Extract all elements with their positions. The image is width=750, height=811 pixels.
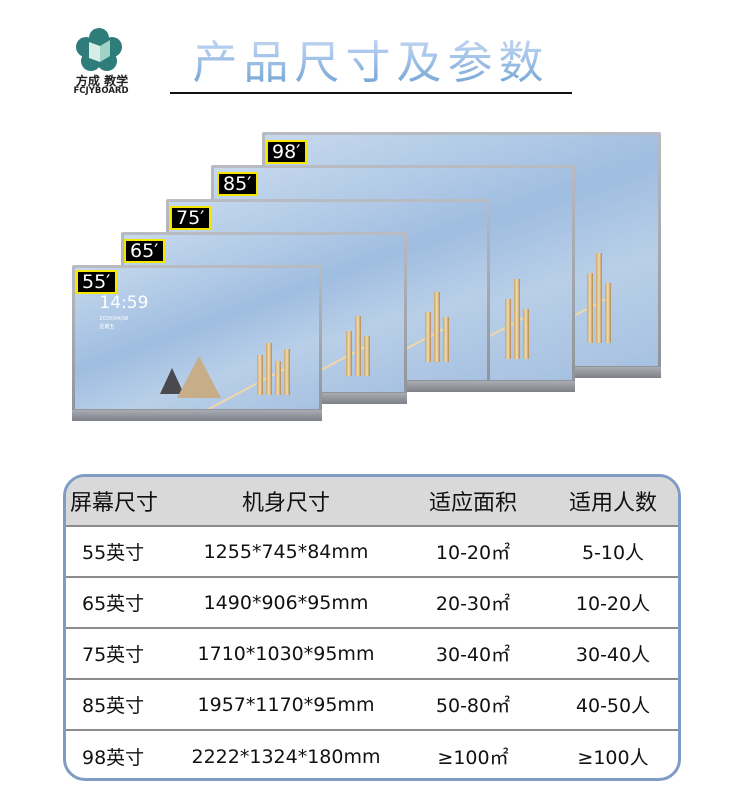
cell-area: 30-40㎡	[435, 644, 511, 666]
header-screen-size: 屏幕尺寸	[70, 491, 159, 516]
cell-screen-size: 75英寸	[82, 644, 145, 666]
cell-body-size: 2222*1324*180mm	[191, 745, 381, 768]
cell-body-size: 1957*1170*95mm	[197, 693, 375, 716]
size-label: 98′	[266, 140, 307, 164]
table-row: 55英寸 1255*745*84mm 10-20㎡ 5-10人	[66, 527, 678, 578]
cell-area: 10-20㎡	[435, 542, 511, 564]
screen-weekday: 星期五	[99, 323, 115, 330]
logo-name-cn: 方成 教学	[75, 74, 129, 88]
cell-screen-size: 98英寸	[82, 747, 145, 769]
cell-people: 5-10人	[581, 542, 645, 564]
cell-area: 50-80㎡	[435, 695, 511, 717]
page-title: 产品尺寸及参数	[170, 26, 572, 91]
spec-table: 屏幕尺寸 机身尺寸 适应面积 适用人数 55英寸 1255*745*84mm 10-…	[63, 474, 681, 781]
header-area: 适应面积	[428, 491, 517, 516]
cell-people: 30-40人	[575, 644, 651, 666]
cell-screen-size: 55英寸	[82, 542, 145, 564]
size-label: 65′	[124, 239, 165, 263]
size-label: 55′	[76, 270, 117, 294]
tv-55: 14:59 2020/04/08 星期五 55′	[72, 265, 322, 421]
table-header: 屏幕尺寸 机身尺寸 适应面积 适用人数	[66, 477, 678, 527]
header-body-size: 机身尺寸	[241, 491, 330, 516]
cell-body-size: 1490*906*95mm	[203, 591, 369, 614]
cell-screen-size: 65英寸	[82, 593, 145, 615]
table-row: 98英寸 2222*1324*180mm ≥100㎡ ≥100人	[66, 731, 678, 778]
cell-people: 10-20人	[575, 593, 651, 615]
cell-people: ≥100人	[577, 747, 649, 769]
cell-area: ≥100㎡	[437, 747, 509, 769]
table-row: 65英寸 1490*906*95mm 20-30㎡ 10-20人	[66, 578, 678, 629]
cell-screen-size: 85英寸	[82, 695, 145, 717]
cell-area: 20-30㎡	[435, 593, 511, 615]
screen-date: 2020/04/08 星期五	[99, 315, 128, 331]
cell-body-size: 1255*745*84mm	[203, 540, 369, 563]
cell-people: 40-50人	[575, 695, 651, 717]
screen-date-text: 2020/04/08	[99, 315, 129, 322]
title-underline	[170, 92, 572, 94]
logo-name-en: FCJYBOARD	[73, 86, 129, 96]
size-label: 85′	[217, 172, 258, 196]
screen-clock: 14:59	[99, 293, 149, 314]
table-row: 85英寸 1957*1170*95mm 50-80㎡ 40-50人	[66, 680, 678, 731]
table-row: 75英寸 1710*1030*95mm 30-40㎡ 30-40人	[66, 629, 678, 680]
cell-body-size: 1710*1030*95mm	[197, 642, 375, 665]
size-label: 75′	[170, 206, 211, 230]
header-people: 适用人数	[568, 491, 657, 516]
logo-icon	[76, 28, 122, 72]
